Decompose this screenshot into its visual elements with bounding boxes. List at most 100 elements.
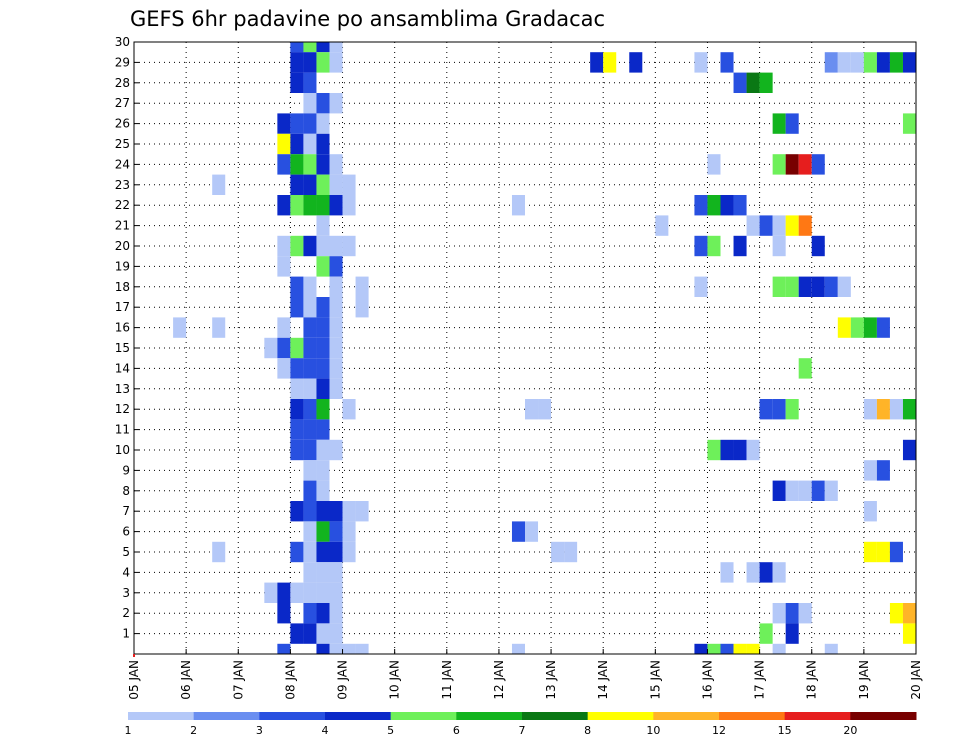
precip-cell [342, 174, 356, 195]
precip-cell [785, 215, 799, 236]
precip-cell [316, 42, 330, 53]
precip-cell [290, 195, 304, 216]
y-tick-label: 8 [122, 484, 130, 498]
precip-cell [277, 358, 291, 379]
precip-cell [720, 562, 734, 583]
precip-cell [316, 582, 330, 603]
precip-cell [303, 154, 317, 175]
precip-cell [316, 358, 330, 379]
precip-cell [629, 52, 643, 73]
precip-cell [811, 480, 825, 501]
precip-cell [316, 460, 330, 481]
precip-cell [733, 195, 747, 216]
precip-cell [303, 337, 317, 359]
precip-cell [290, 154, 304, 175]
precip-cell [759, 562, 773, 583]
precip-cell [303, 276, 317, 297]
precip-cell [290, 276, 304, 297]
precip-cell [746, 215, 760, 236]
colorbar-label: 1 [125, 724, 132, 737]
precip-cell [316, 256, 330, 277]
x-tick-label: 16 JAN [700, 660, 714, 700]
colorbar-label: 3 [256, 724, 263, 737]
precip-cell [785, 603, 799, 624]
precip-cell [316, 541, 330, 563]
precip-cell [707, 154, 721, 175]
y-tick-label: 3 [122, 586, 130, 600]
precip-cell [863, 399, 877, 420]
precip-cell [342, 643, 356, 654]
precip-cell [733, 72, 747, 93]
precip-cell [303, 521, 317, 542]
precip-cell [290, 113, 304, 134]
colorbar-swatch [522, 712, 589, 720]
precip-cell [277, 113, 291, 134]
precip-cell [329, 643, 343, 654]
colorbar-label: 8 [584, 724, 591, 737]
y-tick-label: 13 [115, 382, 130, 396]
y-tick-label: 16 [115, 321, 130, 335]
precip-cell [290, 235, 304, 257]
precip-cell [212, 541, 226, 563]
precip-cell [342, 195, 356, 216]
precip-cell [329, 276, 343, 297]
precip-cell [316, 297, 330, 318]
precip-cell [329, 582, 343, 603]
colorbar-swatch [784, 712, 851, 720]
precip-cell [290, 42, 304, 53]
precip-cell [538, 399, 552, 420]
y-tick-label: 2 [122, 606, 130, 620]
precip-cell [342, 501, 356, 522]
precip-cell [824, 480, 838, 501]
precip-cell [316, 439, 330, 461]
precip-cell [511, 521, 525, 542]
precip-cell [863, 501, 877, 522]
colorbar-swatch [850, 712, 917, 720]
colorbar-label: 2 [190, 724, 197, 737]
precip-cell [694, 235, 708, 257]
precip-cell [863, 52, 877, 73]
precip-cell [316, 501, 330, 522]
precipitation-cells [173, 42, 916, 654]
precip-cell [290, 52, 304, 73]
precip-cell [329, 195, 343, 216]
precip-cell [277, 256, 291, 277]
colorbar-label: 15 [778, 724, 792, 737]
precip-cell [303, 235, 317, 257]
precip-cell [329, 378, 343, 399]
precip-cell [746, 643, 760, 654]
precip-cell [329, 52, 343, 73]
precip-cell [290, 337, 304, 359]
precip-cell [316, 235, 330, 257]
y-tick-label: 10 [115, 443, 130, 457]
precip-cell [316, 174, 330, 195]
precip-cell [329, 256, 343, 277]
colorbar-swatch [193, 712, 260, 720]
precip-cell [772, 276, 786, 297]
precip-cell [772, 154, 786, 175]
precip-cell [733, 439, 747, 461]
colorbar-label: 12 [712, 724, 726, 737]
precip-cell [798, 154, 812, 175]
precip-cell [889, 541, 903, 563]
precip-cell [342, 541, 356, 563]
precip-cell [329, 235, 343, 257]
precip-cell [759, 399, 773, 420]
precip-cell [277, 317, 291, 338]
precip-cell [316, 93, 330, 114]
y-tick-label: 12 [115, 402, 130, 416]
precip-cell [329, 541, 343, 563]
precip-cell [212, 174, 226, 195]
precip-cell [290, 439, 304, 461]
precip-cell [876, 460, 890, 481]
precip-cell [303, 562, 317, 583]
y-tick-label: 7 [122, 504, 130, 518]
precip-cell [746, 72, 760, 93]
precip-cell [290, 541, 304, 563]
precip-cell [329, 623, 343, 644]
precip-cell [902, 623, 916, 644]
precip-cell [355, 297, 369, 318]
precip-cell [707, 195, 721, 216]
y-tick-label: 6 [122, 525, 130, 539]
precip-cell [316, 419, 330, 440]
